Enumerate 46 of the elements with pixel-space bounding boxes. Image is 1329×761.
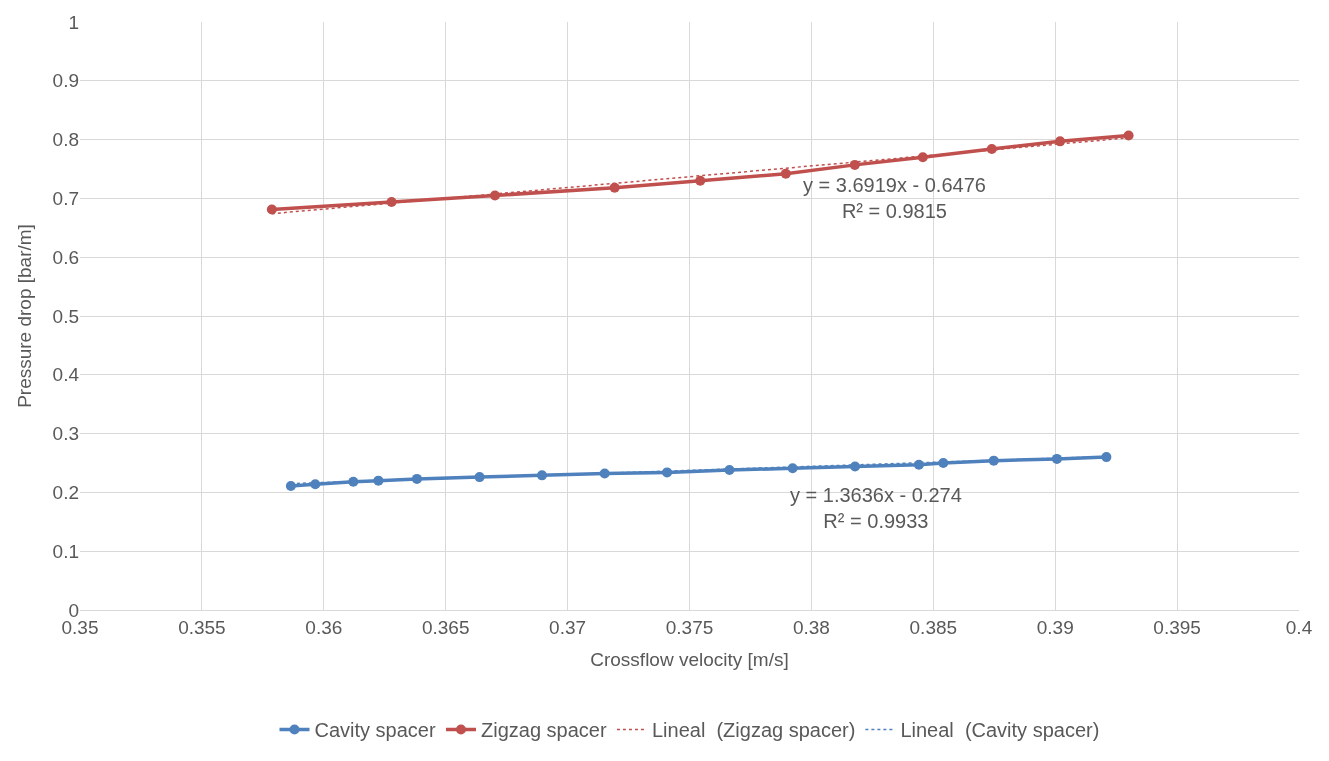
point (913, 459, 924, 470)
point (780, 168, 791, 179)
point (609, 182, 620, 193)
annotation: y = 3.6919x - 0.6476 R² = 0.9815 (803, 174, 986, 222)
y-tick-label: 0.5 (52, 305, 79, 327)
y-tick-label: 0.2 (52, 482, 79, 504)
x-tick-label: 0.36 (305, 616, 343, 638)
x-tick-label: 0.385 (909, 616, 958, 638)
y-axis-title: Pressure drop [bar/m] (14, 224, 36, 408)
x-axis-title: Crossflow velocity [m/s] (590, 648, 789, 670)
y-tick-label: 0.9 (52, 70, 79, 92)
point (1055, 136, 1066, 147)
y-tick-label: 0.4 (52, 364, 80, 386)
point (988, 455, 999, 466)
x-tick-label: 0.38 (792, 616, 830, 638)
x-tick-label: 0.37 (549, 616, 587, 638)
point (310, 479, 321, 490)
legend-label: Zigzag spacer (480, 719, 607, 742)
point (917, 152, 928, 163)
point (411, 473, 422, 484)
annotation: y = 1.3636x - 0.274 R² = 0.9933 (790, 484, 962, 532)
y-tick-label: 1 (68, 11, 79, 33)
x-tick-label: 0.4 (1285, 616, 1313, 638)
legend-label: Cavity spacer (314, 719, 436, 742)
y-tick-label: 0.3 (52, 423, 79, 445)
x-tick-label: 0.365 (421, 616, 470, 638)
x-tick-label: 0.39 (1036, 616, 1074, 638)
x-tick-label: 0.375 (665, 616, 714, 638)
point (266, 204, 277, 215)
point (849, 159, 860, 170)
point (285, 480, 296, 491)
legend-label: Lineal (Cavity spacer) (900, 719, 1100, 742)
y-tick-label: 0.7 (52, 188, 79, 210)
x-tick-label: 0.395 (1153, 616, 1201, 638)
y-tick-label: 0.6 (52, 246, 79, 268)
y-tick-label: 0.1 (52, 540, 79, 562)
point (695, 175, 706, 186)
legend-label: Lineal (Zigzag spacer) (651, 719, 856, 742)
y-tick-label: 0.8 (52, 129, 79, 151)
point (386, 196, 397, 207)
point (1101, 452, 1112, 463)
point (348, 476, 359, 487)
x-tick-label: 0.355 (178, 616, 226, 638)
point (474, 472, 485, 483)
point (724, 465, 735, 476)
point (489, 190, 500, 201)
